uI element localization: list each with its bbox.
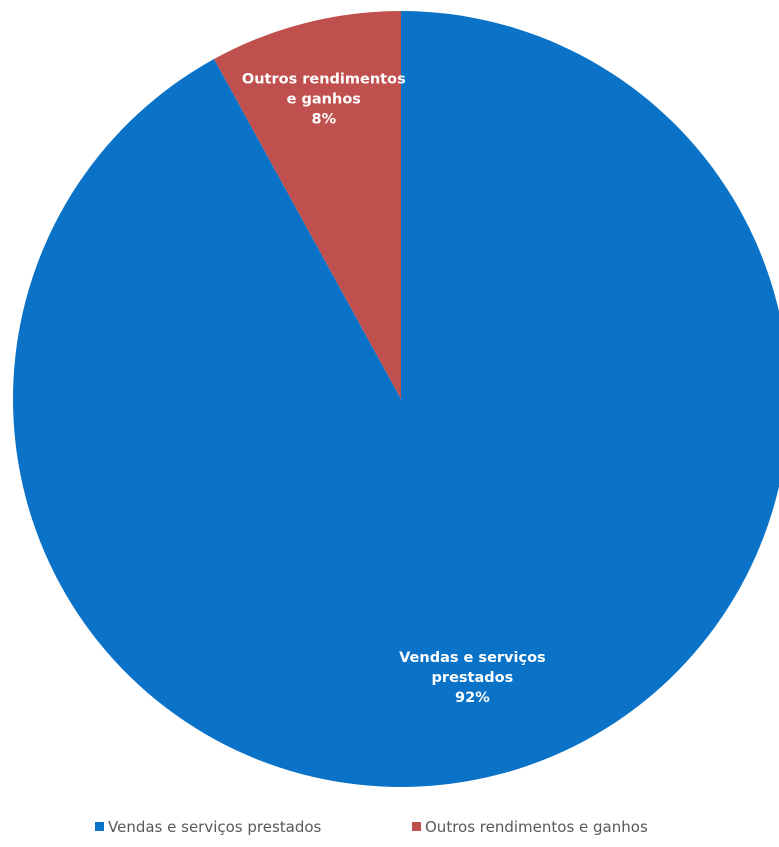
pie-slice-outros-rendimentos-e-ganhos xyxy=(214,11,401,399)
data-label-vendas-e-servicos-prestados-line-2: prestados xyxy=(432,670,514,686)
legend-label-outros-rendimentos-e-ganhos: Outros rendimentos e ganhos xyxy=(425,818,648,836)
data-label-outros-rendimentos-e-ganhos-line-1: Outros rendimentos xyxy=(242,71,406,87)
legend-key-outros-rendimentos-e-ganhos xyxy=(412,822,421,831)
data-labels: Vendas e serviços prestados 92% Outros rend… xyxy=(242,71,546,706)
data-label-vendas-e-servicos-prestados-line-3: 92% xyxy=(455,690,490,706)
pie-slice-vendas-e-servicos-prestados xyxy=(13,11,779,787)
data-label-outros-rendimentos-e-ganhos-line-3: 8% xyxy=(311,111,336,127)
data-label-vendas-e-servicos-prestados-line-1: Vendas e serviços xyxy=(399,650,546,666)
pie-slices xyxy=(13,11,779,787)
legend-key-vendas-e-servicos-prestados xyxy=(95,822,104,831)
data-label-outros-rendimentos-e-ganhos-line-2: e ganhos xyxy=(287,91,361,107)
legend: Vendas e serviços prestados Outros rendim… xyxy=(95,818,648,836)
legend-label-vendas-e-servicos-prestados: Vendas e serviços prestados xyxy=(108,818,322,836)
